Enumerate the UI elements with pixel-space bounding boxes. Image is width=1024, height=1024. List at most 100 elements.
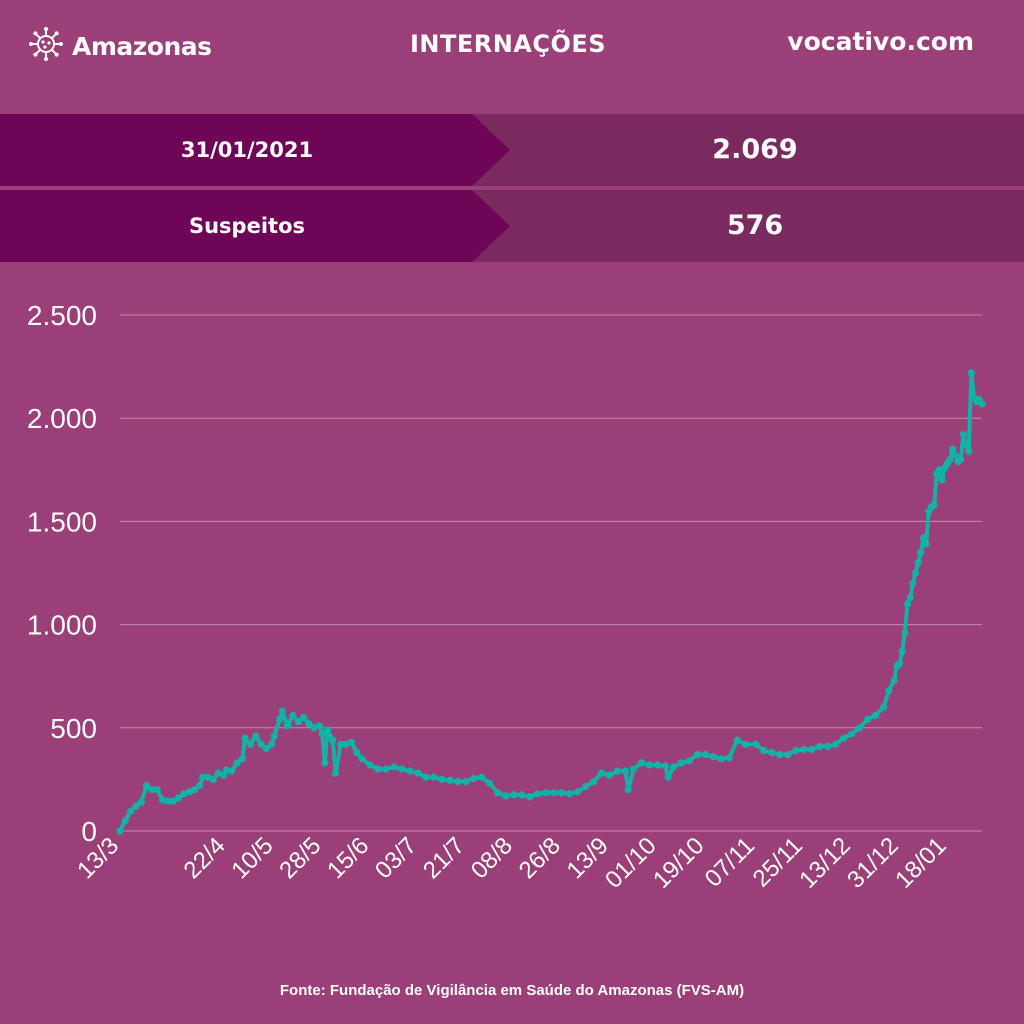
data-point [390,763,398,771]
data-point [768,749,776,757]
data-point [116,827,124,835]
suspects-label-area [0,190,510,262]
data-point [430,773,438,781]
data-point [685,757,693,765]
data-point [653,761,662,769]
y-tick-label: 2.500 [27,300,97,331]
y-tick-label: 2.000 [27,403,97,434]
data-point [880,703,888,711]
data-point [323,726,332,734]
data-point [709,753,717,761]
virus-icon [28,26,64,67]
data-point [824,742,832,750]
data-point [174,794,183,802]
suspects-label: Suspeitos [188,214,305,238]
data-point [300,713,308,722]
data-point [321,759,329,767]
series-line [118,370,984,833]
data-point [946,455,954,464]
x-tick-label: 26/8 [514,832,566,884]
data-point [938,476,946,484]
data-point [502,792,510,800]
data-point [454,777,462,786]
data-point [959,431,968,439]
data-point [318,730,326,738]
data-point [885,687,893,695]
data-point [446,776,454,784]
data-point [832,740,840,748]
data-point [510,791,518,799]
data-point [268,740,276,748]
data-point [164,797,172,805]
data-point [856,724,864,732]
data-point [909,579,917,587]
data-point [382,765,390,773]
data-point [542,789,550,797]
data-point [257,740,265,748]
data-point [246,740,254,748]
data-point [701,751,709,759]
data-point [518,791,526,799]
data-point [196,782,204,790]
data-point [148,786,156,794]
data-point [901,629,909,637]
x-tick-label: 22/4 [179,832,231,884]
y-tick-label: 1.500 [27,506,97,537]
y-tick-label: 0 [81,816,97,847]
data-point [366,761,374,769]
data-point [262,744,270,752]
data-point [342,740,350,748]
data-point [613,767,622,775]
data-point [930,501,938,509]
data-point [233,759,241,767]
data-point [289,711,297,719]
data-point [951,451,960,459]
data-point [903,600,912,608]
data-point [978,400,986,408]
x-tick-label: 21/7 [418,832,470,884]
data-point [228,767,236,775]
data-point [911,569,920,577]
data-point [143,782,151,790]
data-point [462,777,470,786]
data-point [898,647,906,655]
data-point [270,732,278,740]
x-tick-label: 07/11 [700,832,760,892]
data-point [917,548,925,556]
data-point [890,676,898,684]
data-point [414,769,422,777]
y-tick-label: 1.000 [27,610,97,641]
brand-name: Amazonas [72,32,212,61]
data-point [597,769,606,777]
data-point [741,740,749,748]
data-point [582,783,590,791]
x-tick-label: 13/3 [72,832,124,884]
site-name: vocativo.com [787,27,974,56]
data-point [478,773,486,781]
data-point [864,715,872,724]
data-point [840,734,848,742]
x-tick-label: 01/10 [600,832,662,894]
data-point [566,790,574,798]
x-tick-label: 18/01 [890,832,952,894]
data-point [121,817,129,825]
data-point [337,740,345,748]
data-point [534,790,542,798]
data-point [669,763,678,771]
data-point [784,751,792,759]
data-point [624,786,632,794]
data-point [209,775,217,783]
date-label-area [0,114,510,186]
date-value: 2.069 [712,134,798,165]
source-note: Fonte: Fundação de Vigilância em Saúde d… [279,982,745,999]
data-point [190,786,199,794]
data-point [661,762,670,770]
data-point [664,773,672,781]
data-point [470,774,478,782]
data-point [914,559,922,567]
date-band: 31/01/2021 2.069 [0,114,1024,186]
data-point [808,745,816,754]
brand: Amazonas [28,26,212,67]
data-point [776,751,784,759]
x-tick-label: 31/12 [842,832,904,894]
